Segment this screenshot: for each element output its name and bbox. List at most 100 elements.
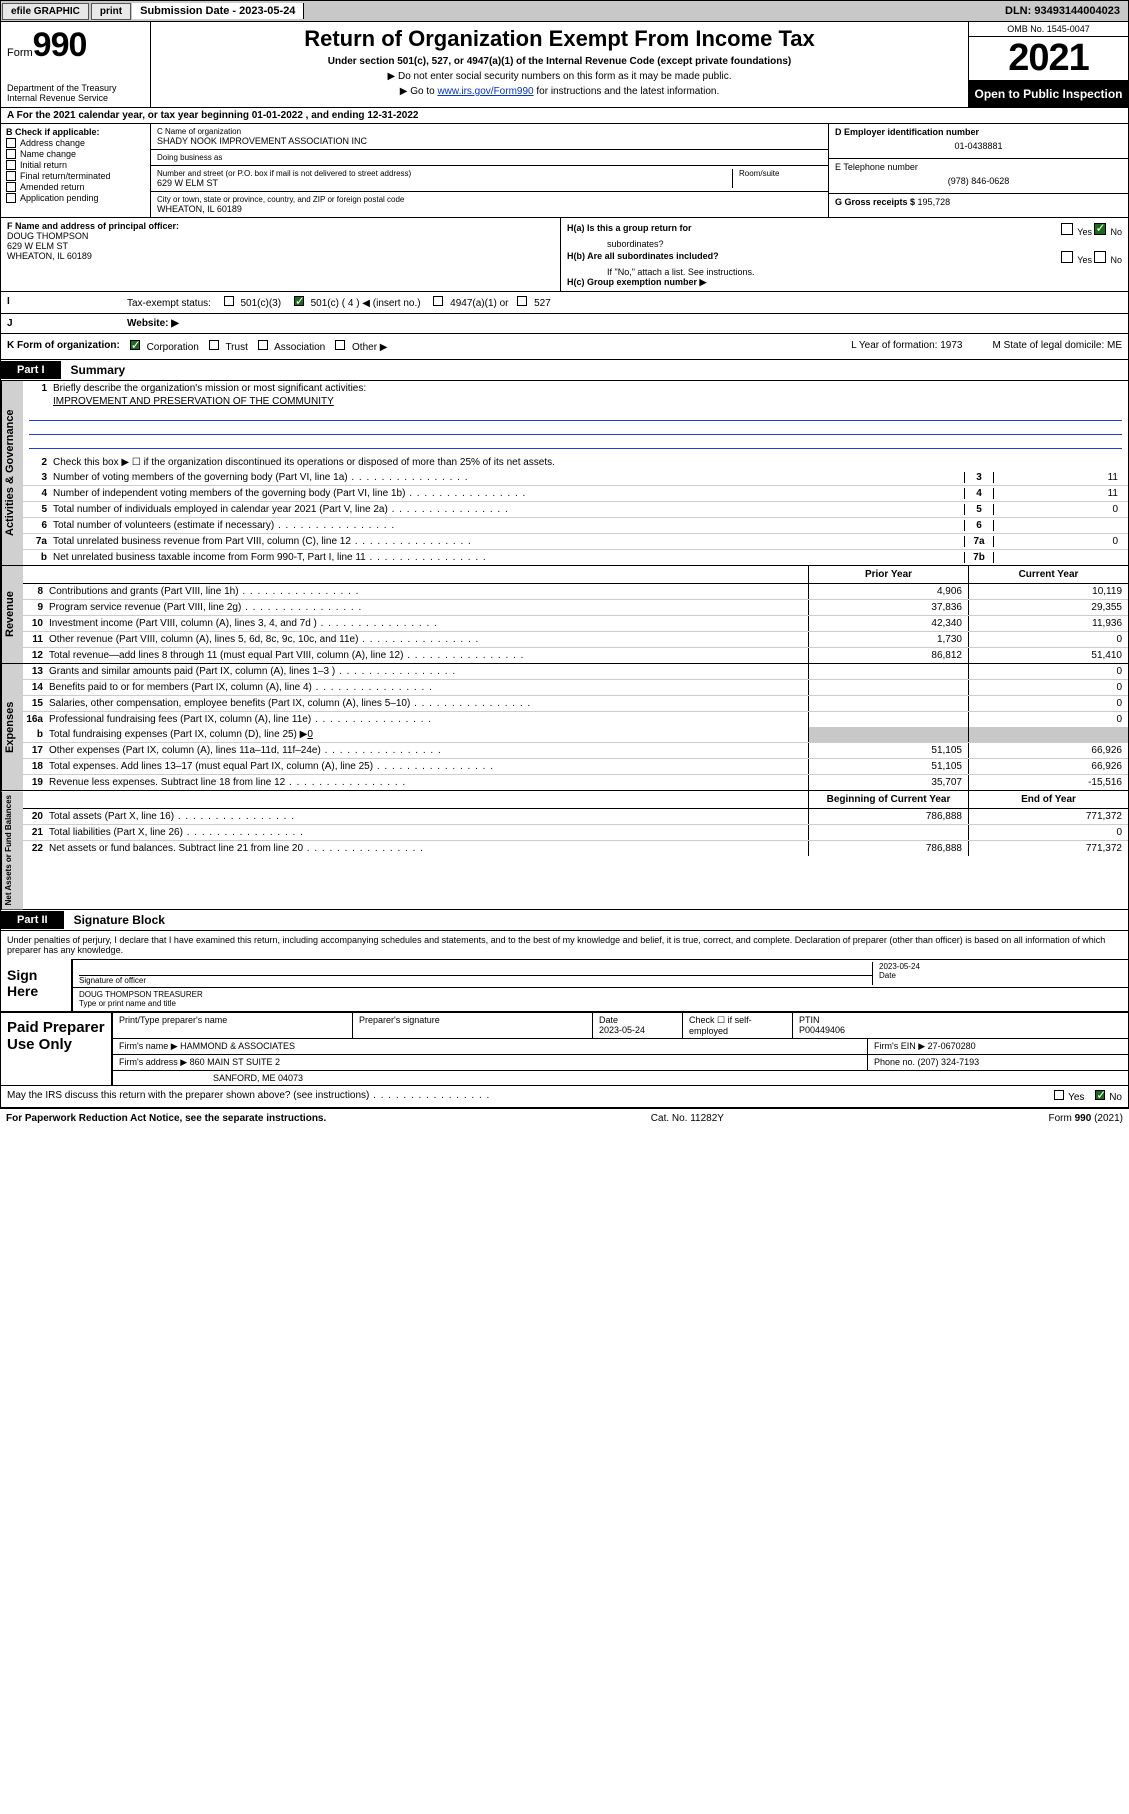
- checkbox-icon[interactable]: [1061, 251, 1073, 263]
- form-header: Form 990 Department of the Treasury Inte…: [0, 22, 1129, 108]
- line-num: 20: [23, 809, 49, 824]
- yes-label: Yes: [1068, 1092, 1084, 1103]
- chk-name-change[interactable]: Name change: [6, 149, 145, 159]
- checkbox-icon[interactable]: [209, 340, 219, 350]
- cell-shaded: [968, 727, 1128, 742]
- vtab-activities: Activities & Governance: [1, 381, 23, 565]
- phone-label: E Telephone number: [835, 162, 1122, 172]
- checkbox-icon[interactable]: [1061, 223, 1073, 235]
- line-num: 1: [27, 383, 53, 394]
- netassets-header: Beginning of Current Year End of Year: [23, 791, 1128, 809]
- officer-name-title: DOUG THOMPSON TREASURER: [79, 990, 1122, 999]
- checkbox-checked-icon[interactable]: [294, 296, 304, 306]
- col-current-value: 0: [968, 664, 1128, 679]
- line-value: 11: [994, 472, 1124, 483]
- summary-line: 7aTotal unrelated business revenue from …: [23, 534, 1128, 550]
- chk-final-return[interactable]: Final return/terminated: [6, 171, 145, 181]
- efile-button[interactable]: efile GRAPHIC: [2, 3, 89, 20]
- data-line: 17Other expenses (Part IX, column (A), l…: [23, 743, 1128, 759]
- officer-label: F Name and address of principal officer:: [7, 221, 554, 231]
- sig-officer-row: Signature of officer 2023-05-24 Date: [73, 959, 1128, 987]
- firm-name: HAMMOND & ASSOCIATES: [180, 1041, 295, 1051]
- tax-status-label: Tax-exempt status:: [127, 298, 211, 309]
- line-text: Total expenses. Add lines 13–17 (must eq…: [49, 759, 808, 774]
- no-label: No: [1110, 227, 1122, 237]
- data-line: 22Net assets or fund balances. Subtract …: [23, 841, 1128, 856]
- section-netassets: Net Assets or Fund Balances Beginning of…: [0, 791, 1129, 910]
- line-value: 0: [994, 536, 1124, 547]
- line-text: Number of independent voting members of …: [53, 488, 964, 499]
- vtab-netassets: Net Assets or Fund Balances: [1, 791, 23, 909]
- line-16b: b Total fundraising expenses (Part IX, c…: [23, 727, 1128, 743]
- opt-527: 527: [534, 298, 551, 309]
- chk-amended[interactable]: Amended return: [6, 182, 145, 192]
- sig-officer-label: Signature of officer: [79, 976, 146, 985]
- chk-address-change[interactable]: Address change: [6, 138, 145, 148]
- col-current: Current Year: [968, 566, 1128, 583]
- signature-block: Under penalties of perjury, I declare th…: [0, 931, 1129, 1108]
- line-num: 8: [23, 584, 49, 599]
- form-org-label: K Form of organization:: [7, 340, 120, 353]
- checkbox-icon[interactable]: [1054, 1090, 1064, 1100]
- checkbox-icon[interactable]: [224, 296, 234, 306]
- checkbox-checked-icon[interactable]: [1095, 1090, 1105, 1100]
- box-h: H(a) Is this a group return for Yes No s…: [561, 218, 1128, 291]
- checkbox-checked-icon[interactable]: [1094, 223, 1106, 235]
- inst2-pre: ▶ Go to: [400, 86, 438, 97]
- col-current-value: 0: [968, 680, 1128, 695]
- part1-tab: Part I: [1, 361, 61, 379]
- ein-value: 01-0438881: [835, 137, 1122, 155]
- line-num: 21: [23, 825, 49, 840]
- line-text: Grants and similar amounts paid (Part IX…: [49, 664, 808, 679]
- col-prior-value: 51,105: [808, 743, 968, 758]
- ptin-value: P00449406: [799, 1025, 1122, 1035]
- chk-app-pending[interactable]: Application pending: [6, 193, 145, 203]
- open-public: Open to Public Inspection: [969, 81, 1128, 107]
- data-line: 13Grants and similar amounts paid (Part …: [23, 664, 1128, 680]
- data-line: 9Program service revenue (Part VIII, lin…: [23, 600, 1128, 616]
- sig-name-row: DOUG THOMPSON TREASURER Type or print na…: [73, 987, 1128, 1011]
- checkbox-checked-icon[interactable]: [130, 340, 140, 350]
- chk-initial-return[interactable]: Initial return: [6, 160, 145, 170]
- header-left: Form 990 Department of the Treasury Inte…: [1, 22, 151, 107]
- data-line: 8Contributions and grants (Part VIII, li…: [23, 584, 1128, 600]
- dln-label: DLN:: [1005, 5, 1034, 17]
- col-current-value: 66,926: [968, 759, 1128, 774]
- part1-title: Summary: [61, 360, 136, 380]
- print-button[interactable]: print: [91, 3, 131, 20]
- line-text: Net assets or fund balances. Subtract li…: [49, 841, 808, 856]
- checkbox-icon[interactable]: [1094, 251, 1106, 263]
- summary-line: bNet unrelated business taxable income f…: [23, 550, 1128, 565]
- section-activities: Activities & Governance 1 Briefly descri…: [0, 381, 1129, 566]
- gross-cell: G Gross receipts $ 195,728: [829, 194, 1128, 210]
- city-label: City or town, state or province, country…: [157, 195, 822, 204]
- line-num: 18: [23, 759, 49, 774]
- checkbox-icon[interactable]: [433, 296, 443, 306]
- line-text: Number of voting members of the governin…: [53, 472, 964, 483]
- year-formation: L Year of formation: 1973: [851, 340, 962, 353]
- line-num: 9: [23, 600, 49, 615]
- line-num: 12: [23, 648, 49, 663]
- line-num: 6: [27, 520, 53, 531]
- topbar: efile GRAPHIC print Submission Date - 20…: [0, 0, 1129, 22]
- phone-value: (978) 846-0628: [835, 172, 1122, 190]
- summary-line: 4Number of independent voting members of…: [23, 486, 1128, 502]
- col-prior-value: 86,812: [808, 648, 968, 663]
- line-num: 7a: [27, 536, 53, 547]
- firm-addr2: SANFORD, ME 04073: [113, 1071, 1128, 1085]
- checkbox-icon[interactable]: [335, 340, 345, 350]
- summary-line: 3Number of voting members of the governi…: [23, 470, 1128, 486]
- org-name-cell: C Name of organization SHADY NOOK IMPROV…: [151, 124, 828, 150]
- irs-link[interactable]: www.irs.gov/Form990: [437, 86, 533, 97]
- data-line: 20Total assets (Part X, line 16)786,8887…: [23, 809, 1128, 825]
- page-footer: For Paperwork Reduction Act Notice, see …: [0, 1108, 1129, 1128]
- gross-value: 195,728: [918, 197, 951, 207]
- line-text: Total number of individuals employed in …: [53, 504, 964, 515]
- checkbox-icon[interactable]: [517, 296, 527, 306]
- col-current-value: 11,936: [968, 616, 1128, 631]
- part2-tab: Part II: [1, 911, 64, 929]
- no-label: No: [1109, 1092, 1122, 1103]
- line-value: 0: [994, 504, 1124, 515]
- prep-selfemp: Check ☐ if self-employed: [683, 1013, 793, 1038]
- checkbox-icon[interactable]: [258, 340, 268, 350]
